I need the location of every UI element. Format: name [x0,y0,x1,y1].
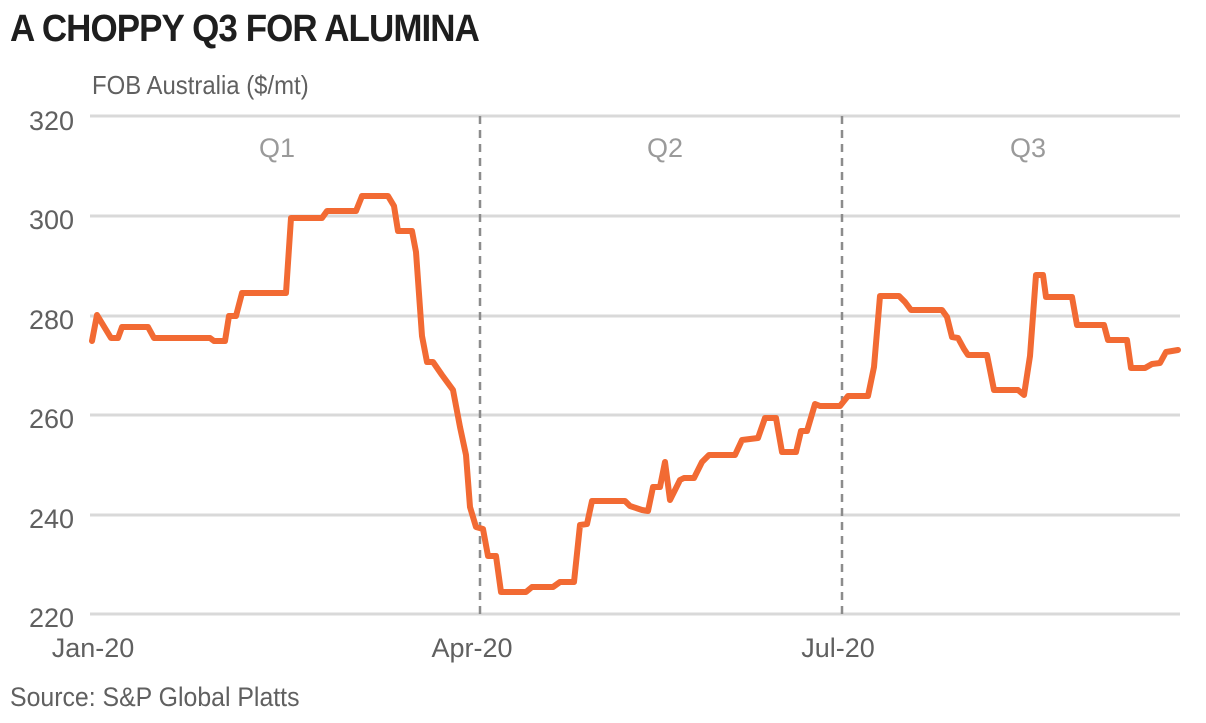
quarter-labels: Q1 Q2 Q3 [259,133,1046,163]
x-tick-apr-20: Apr-20 [431,633,512,663]
chart-title: A CHOPPY Q3 FOR ALUMINA [10,8,480,50]
y-tick-220: 220 [29,603,74,633]
quarter-label-q2: Q2 [647,133,683,163]
y-tick-260: 260 [29,404,74,434]
x-tick-jan-20: Jan-20 [52,633,135,663]
y-axis-unit-label: FOB Australia ($/mt) [92,70,309,100]
y-tick-300: 300 [29,205,74,235]
quarter-label-q3: Q3 [1010,133,1046,163]
quarter-dividers [478,116,844,614]
x-axis-ticks: Jan-20 Apr-20 Jul-20 [52,633,875,663]
alumina-price-line [89,193,1181,595]
x-tick-jul-20: Jul-20 [801,633,875,663]
y-tick-280: 280 [29,305,74,335]
y-axis-ticks: 320 300 280 260 240 220 [29,106,74,633]
source-note: Source: S&P Global Platts [10,682,300,712]
y-tick-320: 320 [29,106,74,136]
y-tick-240: 240 [29,504,74,534]
quarter-label-q1: Q1 [259,133,295,163]
gridlines [90,114,1180,616]
